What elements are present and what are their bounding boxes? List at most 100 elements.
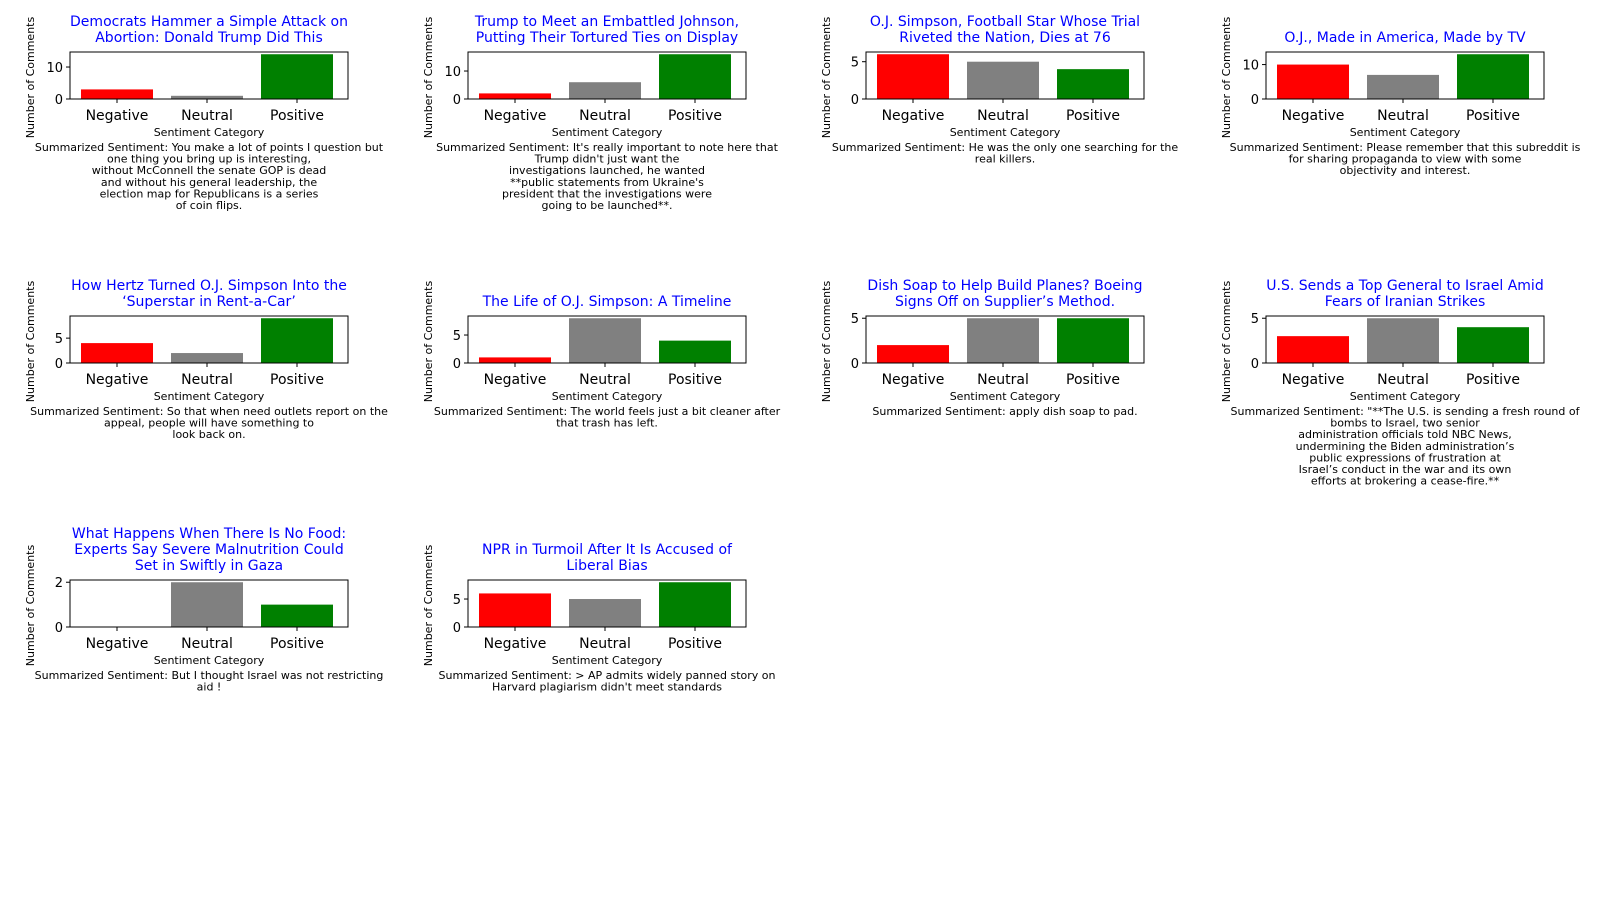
y-axis-label: Number of Comments — [820, 17, 833, 139]
chart-panel: Trump to Meet an Embattled Johnson,Putti… — [422, 14, 779, 212]
bar-neutral — [171, 582, 243, 627]
summary-text: Summarized Sentiment: > AP admits widely… — [439, 669, 776, 682]
summary-text: objectivity and interest. — [1340, 164, 1471, 177]
bar-positive — [1457, 54, 1529, 99]
y-tick-label: 5 — [453, 593, 461, 608]
y-tick-label: 10 — [1242, 59, 1259, 74]
y-axis-label: Number of Comments — [422, 281, 435, 403]
chart-title: NPR in Turmoil After It Is Accused of — [482, 542, 733, 558]
axes-frame — [1265, 51, 1545, 100]
bar-negative — [81, 89, 153, 99]
chart-title: U.S. Sends a Top General to Israel Amid — [1266, 278, 1543, 294]
y-tick-label: 0 — [453, 93, 461, 108]
bar-negative — [1277, 64, 1349, 99]
summary-text: one thing you bring up is interesting, — [107, 153, 311, 166]
summary-text: Summarized Sentiment: Please remember th… — [1230, 141, 1581, 154]
bar-positive — [1057, 69, 1129, 99]
x-axis-label: Sentiment Category — [154, 126, 265, 139]
x-tick-label: Negative — [484, 372, 547, 388]
chart-panel: U.S. Sends a Top General to Israel AmidF… — [1220, 278, 1581, 488]
bar-positive — [261, 318, 333, 363]
x-tick-label: Neutral — [977, 372, 1029, 388]
bar-negative — [877, 54, 949, 99]
summary-text: aid ! — [197, 681, 222, 694]
bar-negative — [81, 343, 153, 363]
x-tick-label: Neutral — [579, 636, 631, 652]
x-tick-label: Negative — [86, 108, 149, 124]
y-tick-label: 5 — [55, 332, 63, 347]
y-tick-label: 0 — [55, 357, 63, 372]
x-tick-label: Neutral — [977, 108, 1029, 124]
axes-frame — [69, 51, 349, 100]
x-tick-label: Neutral — [579, 372, 631, 388]
chart-title: How Hertz Turned O.J. Simpson Into the — [71, 278, 347, 294]
x-tick-label: Positive — [668, 636, 722, 652]
x-tick-label: Positive — [1466, 108, 1520, 124]
summary-text: Summarized Sentiment: He was the only on… — [832, 141, 1179, 154]
bar-neutral — [171, 353, 243, 363]
x-tick-label: Negative — [1282, 372, 1345, 388]
y-axis-label: Number of Comments — [422, 545, 435, 667]
bar-negative — [479, 93, 551, 99]
summary-text: going to be launched**. — [541, 199, 672, 212]
summary-text: Harvard plagiarism didn't meet standards — [492, 681, 722, 694]
summary-text: investigations launched, he wanted — [509, 164, 705, 177]
chart-title: Set in Swiftly in Gaza — [135, 558, 283, 574]
chart-panel: NPR in Turmoil After It Is Accused ofLib… — [422, 542, 776, 694]
chart-title: Riveted the Nation, Dies at 76 — [899, 30, 1111, 46]
x-tick-label: Negative — [882, 108, 945, 124]
x-tick-label: Negative — [1282, 108, 1345, 124]
x-axis-label: Sentiment Category — [552, 654, 663, 667]
summary-text: **public statements from Ukraine's — [510, 176, 704, 189]
y-tick-label: 0 — [851, 357, 859, 372]
axes-frame — [1265, 315, 1545, 364]
axes-frame — [467, 315, 747, 364]
x-tick-label: Neutral — [181, 108, 233, 124]
summary-text: without McConnell the senate GOP is dead — [92, 164, 327, 177]
summary-text: Summarized Sentiment: It's really import… — [436, 141, 778, 154]
y-axis-label: Number of Comments — [24, 17, 37, 139]
x-axis-label: Sentiment Category — [1350, 390, 1461, 403]
axes-frame — [865, 51, 1145, 100]
axes-frame — [467, 579, 747, 628]
y-tick-label: 10 — [444, 65, 461, 80]
summary-text: president that the investigations were — [502, 187, 712, 200]
chart-panel: Democrats Hammer a Simple Attack onAbort… — [24, 14, 384, 212]
y-tick-label: 0 — [851, 93, 859, 108]
chart-panel: How Hertz Turned O.J. Simpson Into the‘S… — [24, 278, 388, 441]
summary-text: Trump didn't just want the — [534, 153, 680, 166]
summary-text: look back on. — [172, 428, 245, 441]
x-axis-label: Sentiment Category — [154, 390, 265, 403]
summary-text: undermining the Biden administration’s — [1296, 440, 1515, 453]
bar-neutral — [569, 82, 641, 99]
chart-title: ‘Superstar in Rent-a-Car’ — [122, 294, 296, 310]
x-tick-label: Neutral — [181, 636, 233, 652]
x-tick-label: Neutral — [1377, 108, 1429, 124]
bar-negative — [1277, 336, 1349, 363]
summary-text: election map for Republicans is a series — [100, 187, 319, 200]
x-tick-label: Positive — [1466, 372, 1520, 388]
summary-text: appeal, people will have something to — [104, 417, 314, 430]
x-tick-label: Negative — [86, 636, 149, 652]
chart-title: Fears of Iranian Strikes — [1325, 294, 1486, 310]
y-tick-label: 0 — [55, 621, 63, 636]
chart-title: Experts Say Severe Malnutrition Could — [74, 542, 343, 558]
x-tick-label: Positive — [668, 108, 722, 124]
chart-title: Dish Soap to Help Build Planes? Boeing — [867, 278, 1142, 294]
summary-text: of coin flips. — [176, 199, 243, 212]
chart-title: O.J., Made in America, Made by TV — [1284, 30, 1526, 46]
x-tick-label: Positive — [270, 108, 324, 124]
chart-title: What Happens When There Is No Food: — [72, 526, 346, 542]
chart-title: Trump to Meet an Embattled Johnson, — [474, 14, 739, 30]
summary-text: real killers. — [975, 153, 1035, 166]
chart-panel: The Life of O.J. Simpson: A Timeline Nega… — [422, 281, 781, 430]
chart-panel: O.J., Made in America, Made by TV Negativ… — [1220, 17, 1581, 178]
x-tick-label: Negative — [882, 372, 945, 388]
y-tick-label: 0 — [1251, 93, 1259, 108]
chart-panel: O.J. Simpson, Football Star Whose TrialR… — [820, 14, 1178, 166]
x-tick-label: Positive — [270, 372, 324, 388]
x-tick-label: Negative — [86, 372, 149, 388]
x-axis-label: Sentiment Category — [1350, 126, 1461, 139]
chart-title: Democrats Hammer a Simple Attack on — [70, 14, 348, 30]
